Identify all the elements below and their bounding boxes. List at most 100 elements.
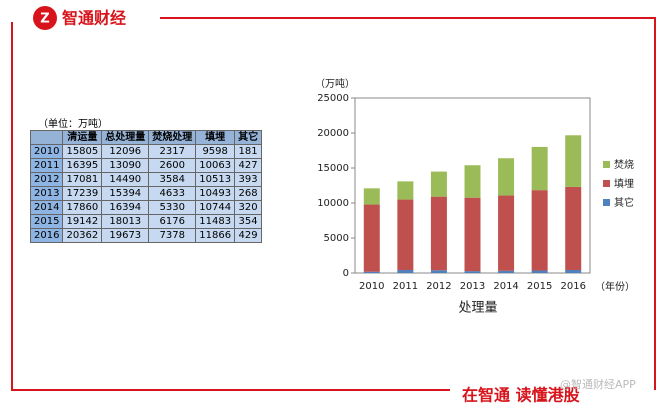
x-tick-label: 2013 <box>460 281 485 292</box>
table-cell: 10513 <box>195 172 236 187</box>
x-tick-label: 2011 <box>393 281 418 292</box>
x-axis-label: 处理量 <box>458 301 497 316</box>
bar-segment <box>498 270 515 273</box>
table-cell: 10063 <box>195 158 236 173</box>
bar-segment <box>430 270 447 273</box>
bar-segment <box>397 199 414 271</box>
x-tick-label: 2015 <box>527 281 552 292</box>
table-cell: 15805 <box>62 144 103 159</box>
table-cell: 427 <box>234 158 263 173</box>
bar-segment <box>363 204 380 272</box>
table-cell: 19142 <box>62 214 103 229</box>
table-cell: 2016 <box>29 228 64 243</box>
table-cell: 2010 <box>29 144 64 159</box>
table-cell: 2317 <box>148 144 197 159</box>
table-cell: 11866 <box>195 228 236 243</box>
y-tick-label: 25000 <box>317 93 349 104</box>
bar-segment <box>397 270 414 273</box>
table-cell: 181 <box>234 144 263 159</box>
table-cell: 2012 <box>29 172 64 187</box>
y-tick-label: 20000 <box>317 128 349 139</box>
x-tick-label: 2016 <box>560 281 585 292</box>
table-cell: 18013 <box>101 214 150 229</box>
bar-segment <box>464 197 481 272</box>
x-tick-label: 2014 <box>493 281 518 292</box>
table-cell: 9598 <box>195 144 236 159</box>
table-cell: 总处理量 <box>101 130 150 145</box>
table-cell: 3584 <box>148 172 197 187</box>
bar-segment <box>430 171 447 197</box>
table-cell: 5330 <box>148 200 197 215</box>
table-row: 2015 19142 18013 6176 11483 354 <box>29 214 263 229</box>
bar-segment <box>464 271 481 273</box>
table-cell: 2014 <box>29 200 64 215</box>
frame <box>11 17 656 391</box>
legend-swatch <box>603 161 610 168</box>
table-cell: 17860 <box>62 200 103 215</box>
table-cell: 10744 <box>195 200 236 215</box>
data-table: （单位：万吨） 清运量 总处理量 焚烧处理 填埋 其它 2010 15805 12096 2317… <box>29 115 263 243</box>
table-caption: （单位：万吨） <box>38 119 108 130</box>
x-tick-label: 2012 <box>426 281 451 292</box>
table-cell: 4633 <box>148 186 197 201</box>
table-cell: 15394 <box>101 186 150 201</box>
y-axis-label: （万吨） <box>315 77 355 90</box>
table-cell: 焚烧处理 <box>148 130 197 145</box>
table-cell: 19673 <box>101 228 150 243</box>
table-row: 清运量 总处理量 焚烧处理 填埋 其它 <box>29 130 263 145</box>
bar-segment <box>363 271 380 273</box>
y-tick-label: 10000 <box>317 198 349 209</box>
legend-label: 焚烧 <box>614 158 634 171</box>
bar-segment <box>430 196 447 271</box>
bar-segment <box>498 158 515 196</box>
table-cell <box>29 130 64 145</box>
table-cell: 2015 <box>29 214 64 229</box>
bar-segment <box>498 195 515 271</box>
table-cell: 16394 <box>101 200 150 215</box>
table-row: 2016 20362 19673 7378 11866 429 <box>29 228 263 243</box>
table-cell: 填埋 <box>195 130 236 145</box>
bar-segment <box>565 269 582 273</box>
x-unit: （年份） <box>595 280 635 293</box>
legend-swatch <box>603 199 610 206</box>
bar-segment <box>531 190 548 271</box>
table-cell: 11483 <box>195 214 236 229</box>
y-tick-label: 5000 <box>324 233 349 244</box>
table-cell: 其它 <box>234 130 263 145</box>
table-row: 2011 16395 13090 2600 10063 427 <box>29 158 263 173</box>
table-cell: 20362 <box>62 228 103 243</box>
legend-label: 其它 <box>614 196 634 209</box>
table-row: 2014 17860 16394 5330 10744 320 <box>29 200 263 215</box>
x-tick-label: 2010 <box>359 281 384 292</box>
table-cell: 268 <box>234 186 263 201</box>
table-cell: 393 <box>234 172 263 187</box>
table-cell: 354 <box>234 214 263 229</box>
bar-segment <box>363 188 380 205</box>
table-cell: 17081 <box>62 172 103 187</box>
table-cell: 10493 <box>195 186 236 201</box>
slogan: 在智通 读懂港股 <box>462 386 581 405</box>
watermark: @智通财经APP <box>560 377 636 391</box>
table-cell: 13090 <box>101 158 150 173</box>
bar-segment <box>464 165 481 198</box>
table-row: 2012 17081 14490 3584 10513 393 <box>29 172 263 187</box>
table-cell: 6176 <box>148 214 197 229</box>
table-cell: 17239 <box>62 186 103 201</box>
legend-label: 填埋 <box>614 177 634 190</box>
table-cell: 429 <box>234 228 263 243</box>
logo-mark <box>33 6 57 30</box>
table-cell: 2600 <box>148 158 197 173</box>
table-cell: 2013 <box>29 186 64 201</box>
table-cell: 清运量 <box>62 130 103 145</box>
bar-segment <box>397 181 414 200</box>
legend-swatch <box>603 180 610 187</box>
y-tick-label: 15000 <box>317 163 349 174</box>
table-row: 2010 15805 12096 2317 9598 181 <box>29 144 263 159</box>
bar-segment <box>531 270 548 273</box>
bar-segment <box>565 186 582 270</box>
table-cell: 2011 <box>29 158 64 173</box>
table-cell: 7378 <box>148 228 197 243</box>
logo-letter: Z <box>40 12 49 27</box>
